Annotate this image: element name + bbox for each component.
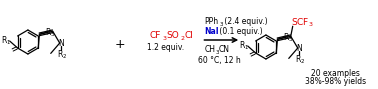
- Text: R$_3$: R$_3$: [45, 26, 56, 39]
- Text: 3: 3: [219, 22, 223, 27]
- Text: 3: 3: [163, 36, 167, 40]
- Text: R$_1$: R$_1$: [239, 40, 249, 52]
- Text: N: N: [296, 44, 302, 53]
- Text: 38%-98% yields: 38%-98% yields: [305, 78, 366, 87]
- Text: +: +: [115, 37, 125, 50]
- Text: SCF$_3$: SCF$_3$: [291, 17, 314, 29]
- Text: R$_1$: R$_1$: [0, 35, 11, 47]
- Text: 3: 3: [215, 49, 219, 54]
- Text: (2.4 equiv.): (2.4 equiv.): [222, 18, 268, 27]
- Text: 20 examples: 20 examples: [311, 69, 360, 78]
- Text: NaI: NaI: [204, 28, 219, 36]
- Text: PPh: PPh: [204, 18, 218, 27]
- Text: CH: CH: [204, 45, 215, 54]
- Text: 2: 2: [181, 36, 184, 40]
- Text: R$_3$: R$_3$: [283, 31, 294, 44]
- Text: CN: CN: [218, 45, 229, 54]
- Text: 1.2 equiv.: 1.2 equiv.: [147, 43, 184, 52]
- Text: R$_2$: R$_2$: [57, 49, 67, 61]
- Text: N: N: [58, 39, 64, 48]
- Text: CF: CF: [150, 32, 161, 40]
- Text: 60 °C, 12 h: 60 °C, 12 h: [198, 56, 241, 65]
- Text: Cl: Cl: [184, 32, 194, 40]
- Text: R$_2$: R$_2$: [294, 54, 305, 66]
- Text: SO: SO: [167, 32, 180, 40]
- Text: (0.1 equiv.): (0.1 equiv.): [217, 28, 263, 36]
